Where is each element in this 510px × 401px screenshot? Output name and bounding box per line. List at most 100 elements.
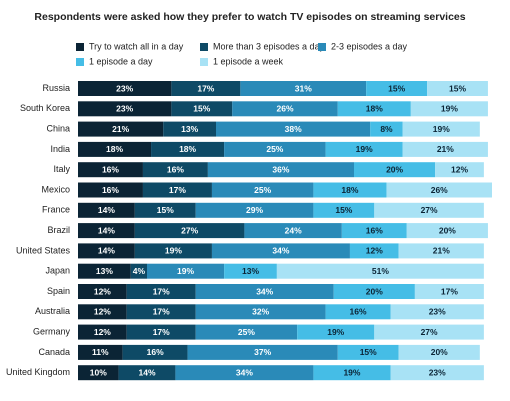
bar-segment xyxy=(325,304,391,320)
legend-swatch xyxy=(200,58,208,66)
value-label: 14% xyxy=(138,367,155,377)
y-tick-label: Australia xyxy=(35,306,70,316)
legend-label: More than 3 episodes a day xyxy=(213,41,325,51)
bar-segment xyxy=(207,162,354,178)
value-label: 12% xyxy=(451,164,468,174)
bar-segment xyxy=(134,223,245,239)
bar-segment xyxy=(232,101,338,117)
bar-segment xyxy=(406,223,488,239)
value-label: 14% xyxy=(98,246,115,256)
value-label: 20% xyxy=(386,164,403,174)
value-label: 11% xyxy=(92,347,109,357)
value-label: 15% xyxy=(193,104,210,114)
bar-segment xyxy=(175,365,314,381)
y-tick-label: Brazil xyxy=(47,225,70,235)
bar-segment xyxy=(370,121,403,137)
value-label: 19% xyxy=(165,246,182,256)
value-label: 15% xyxy=(335,205,352,215)
value-label: 19% xyxy=(327,327,344,337)
value-label: 17% xyxy=(197,83,214,93)
bar-segment xyxy=(325,141,403,157)
chart-title: Respondents were asked how they prefer t… xyxy=(34,11,465,23)
legend-swatch xyxy=(200,43,208,51)
bar-segment xyxy=(337,344,399,360)
bar-segment xyxy=(187,344,338,360)
value-label: 10% xyxy=(90,367,107,377)
y-tick-label: Spain xyxy=(47,286,70,296)
bar-segment xyxy=(435,162,484,178)
value-label: 21% xyxy=(112,124,129,134)
value-label: 27% xyxy=(421,205,438,215)
value-label: 37% xyxy=(254,347,271,357)
value-label: 18% xyxy=(341,185,358,195)
bar-segment xyxy=(414,284,484,299)
value-label: 19% xyxy=(441,104,458,114)
value-label: 17% xyxy=(153,307,170,317)
y-tick-label: Japan xyxy=(45,266,70,276)
bar-segment xyxy=(402,121,480,137)
bar-segment xyxy=(224,263,277,279)
y-tick-label: South Korea xyxy=(20,103,70,113)
bar-segment xyxy=(386,182,492,198)
bar-segment xyxy=(126,304,196,320)
value-label: 19% xyxy=(343,367,360,377)
bar-segment xyxy=(349,243,399,259)
bar-segment xyxy=(126,324,196,340)
bar-segment xyxy=(276,263,484,279)
bar-segment xyxy=(171,81,241,96)
value-label: 18% xyxy=(106,144,123,154)
bar-segment xyxy=(134,243,212,259)
value-label: 12% xyxy=(94,307,111,317)
bar-segment xyxy=(313,182,387,198)
value-label: 15% xyxy=(157,205,174,215)
y-tick-label: France xyxy=(42,205,70,215)
value-label: 16% xyxy=(102,164,119,174)
bar-segment xyxy=(78,182,143,198)
bar-segment xyxy=(126,284,196,299)
value-label: 21% xyxy=(437,144,454,154)
legend-swatch xyxy=(76,43,84,51)
bar-segment xyxy=(195,304,326,320)
bar-segment xyxy=(337,101,411,117)
bar-segment xyxy=(151,141,225,157)
bar-segment xyxy=(313,365,391,381)
bar-segment xyxy=(78,284,127,299)
value-label: 36% xyxy=(272,164,289,174)
value-label: 27% xyxy=(421,327,438,337)
bar-segment xyxy=(142,162,208,178)
bar-segment xyxy=(195,202,314,218)
bar-segment xyxy=(333,284,415,299)
bar-segment xyxy=(211,182,314,198)
bar-segment xyxy=(78,202,135,218)
bar-segment xyxy=(195,284,334,299)
value-label: 27% xyxy=(181,225,198,235)
value-label: 12% xyxy=(94,327,111,337)
bar-segment xyxy=(78,324,127,340)
value-label: 17% xyxy=(169,185,186,195)
bar-segment xyxy=(402,141,488,157)
value-label: 16% xyxy=(366,225,383,235)
value-label: 23% xyxy=(116,83,133,93)
bar-segment xyxy=(171,101,233,117)
bar-segment xyxy=(427,81,488,96)
value-label: 32% xyxy=(252,307,269,317)
bar-segment xyxy=(297,324,375,340)
value-label: 4% xyxy=(133,266,146,276)
bar-segment xyxy=(78,141,152,157)
bar-segment xyxy=(354,162,436,178)
value-label: 20% xyxy=(366,286,383,296)
bar-segment xyxy=(134,202,196,218)
value-label: 14% xyxy=(98,225,115,235)
y-tick-label: Mexico xyxy=(41,184,70,194)
value-label: 25% xyxy=(266,144,283,154)
bar-segment xyxy=(78,243,135,259)
legend-swatch xyxy=(76,58,84,66)
bar-segment xyxy=(142,182,212,198)
y-tick-label: United States xyxy=(16,245,71,255)
bar-segment xyxy=(78,344,123,360)
bar-segment xyxy=(78,365,119,381)
bar-segment xyxy=(374,202,484,218)
bar-segment xyxy=(390,304,484,320)
